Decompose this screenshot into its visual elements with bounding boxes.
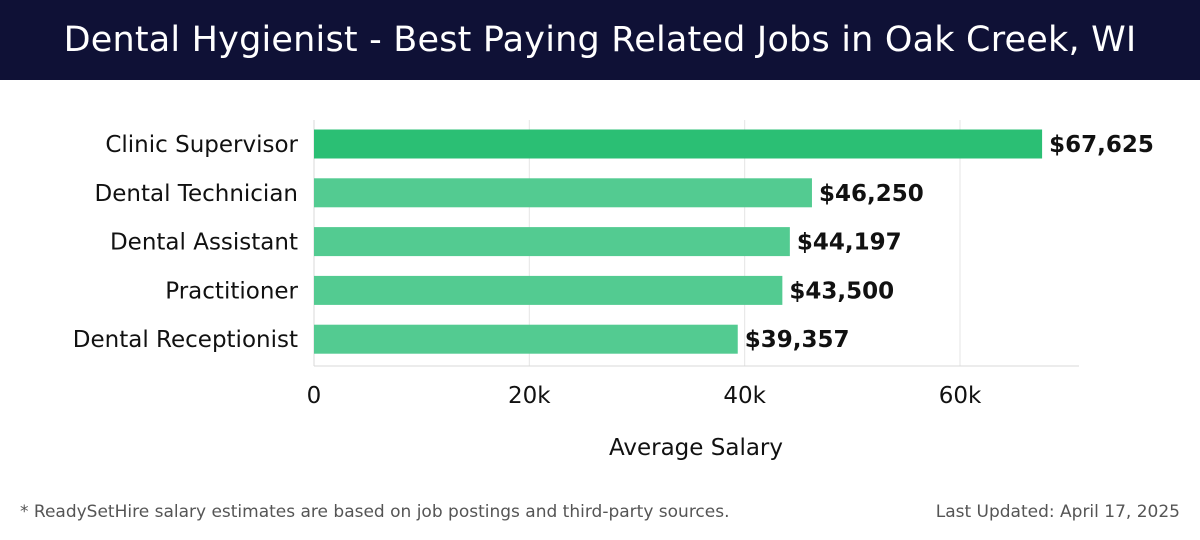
category-labels: Clinic Supervisor Dental Technician Dental… bbox=[73, 132, 299, 353]
x-tick-labels: 0 20k 40k 60k bbox=[307, 383, 982, 409]
bar-1 bbox=[314, 178, 812, 208]
value-label-3: $43,500 bbox=[789, 278, 894, 304]
bar-4 bbox=[314, 324, 738, 354]
category-label-3: Practitioner bbox=[165, 278, 298, 304]
bars bbox=[314, 129, 1043, 354]
value-label-4: $39,357 bbox=[745, 327, 850, 353]
value-labels: $67,625 $46,250 $44,197 $43,500 $39,357 bbox=[745, 132, 1154, 353]
footer-note: * ReadySetHire salary estimates are base… bbox=[20, 502, 730, 522]
category-label-2: Dental Assistant bbox=[110, 230, 298, 256]
salary-bar-chart: Clinic Supervisor Dental Technician Dental… bbox=[73, 120, 1154, 461]
last-updated: Last Updated: April 17, 2025 bbox=[935, 502, 1180, 522]
x-tick-label-3: 60k bbox=[939, 383, 982, 409]
bar-3 bbox=[314, 275, 783, 305]
bar-0 bbox=[314, 129, 1043, 159]
x-tick-label-0: 0 bbox=[307, 383, 322, 409]
x-axis-title: Average Salary bbox=[609, 435, 783, 461]
category-label-1: Dental Technician bbox=[95, 181, 298, 207]
value-label-1: $46,250 bbox=[819, 181, 924, 207]
x-tick-label-2: 40k bbox=[723, 383, 766, 409]
category-label-4: Dental Receptionist bbox=[73, 327, 298, 353]
value-label-0: $67,625 bbox=[1049, 132, 1154, 158]
header-banner: Dental Hygienist - Best Paying Related J… bbox=[0, 0, 1200, 80]
x-tick-label-1: 20k bbox=[508, 383, 551, 409]
page-title: Dental Hygienist - Best Paying Related J… bbox=[63, 20, 1137, 60]
category-label-0: Clinic Supervisor bbox=[105, 132, 298, 158]
bar-2 bbox=[314, 227, 790, 257]
value-label-2: $44,197 bbox=[797, 230, 902, 256]
